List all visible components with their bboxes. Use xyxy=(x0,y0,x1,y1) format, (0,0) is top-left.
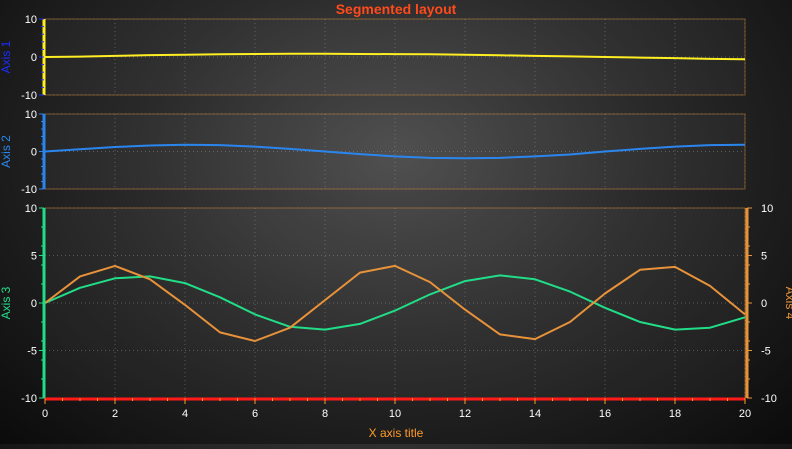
axis4-tick-label: -5 xyxy=(761,346,771,358)
axis4-tick-label: -10 xyxy=(761,393,777,405)
axis3-tick-label: 10 xyxy=(25,203,37,215)
axis4-title: Axis 4 xyxy=(783,287,792,320)
axis4-tick-label: 5 xyxy=(761,251,767,263)
x-tick-label: 6 xyxy=(252,408,258,420)
x-tick-label: 2 xyxy=(112,408,118,420)
axis1-series-line xyxy=(44,52,746,61)
x-tick-label: 12 xyxy=(459,408,471,420)
axis4-tick-label: 10 xyxy=(761,203,773,215)
x-tick-label: 20 xyxy=(739,408,751,420)
axis3-title: Axis 3 xyxy=(0,286,13,319)
axis1-title: Axis 1 xyxy=(0,40,13,73)
x-tick-label: 14 xyxy=(529,408,541,420)
axis2-tick-label: 10 xyxy=(25,109,37,121)
x-axis-title: X axis title xyxy=(369,426,424,440)
axis3-series-line xyxy=(44,274,746,331)
axis4-series-line xyxy=(44,264,746,342)
axis1-tick-label: 0 xyxy=(31,52,37,64)
axis2-title: Axis 2 xyxy=(0,135,13,168)
axis2-tick-label: -10 xyxy=(21,184,37,196)
x-tick-label: 18 xyxy=(669,408,681,420)
x-tick-label: 10 xyxy=(389,408,401,420)
axis3-tick-label: -5 xyxy=(27,346,37,358)
x-tick-label: 0 xyxy=(42,408,48,420)
axis2-series-line xyxy=(44,143,746,160)
axis1-tick-label: 10 xyxy=(25,14,37,26)
x-tick-label: 4 xyxy=(182,408,188,420)
x-tick-label: 8 xyxy=(322,408,328,420)
axis3-tick-label: 0 xyxy=(31,298,37,310)
axis3-tick-label: -10 xyxy=(21,393,37,405)
x-tick-label: 16 xyxy=(599,408,611,420)
chart-title: Segmented layout xyxy=(336,1,457,17)
axis4-tick-label: 0 xyxy=(761,298,767,310)
axis2-tick-label: 0 xyxy=(31,147,37,159)
axis3-tick-label: 5 xyxy=(31,251,37,263)
axis1-tick-label: -10 xyxy=(21,90,37,102)
